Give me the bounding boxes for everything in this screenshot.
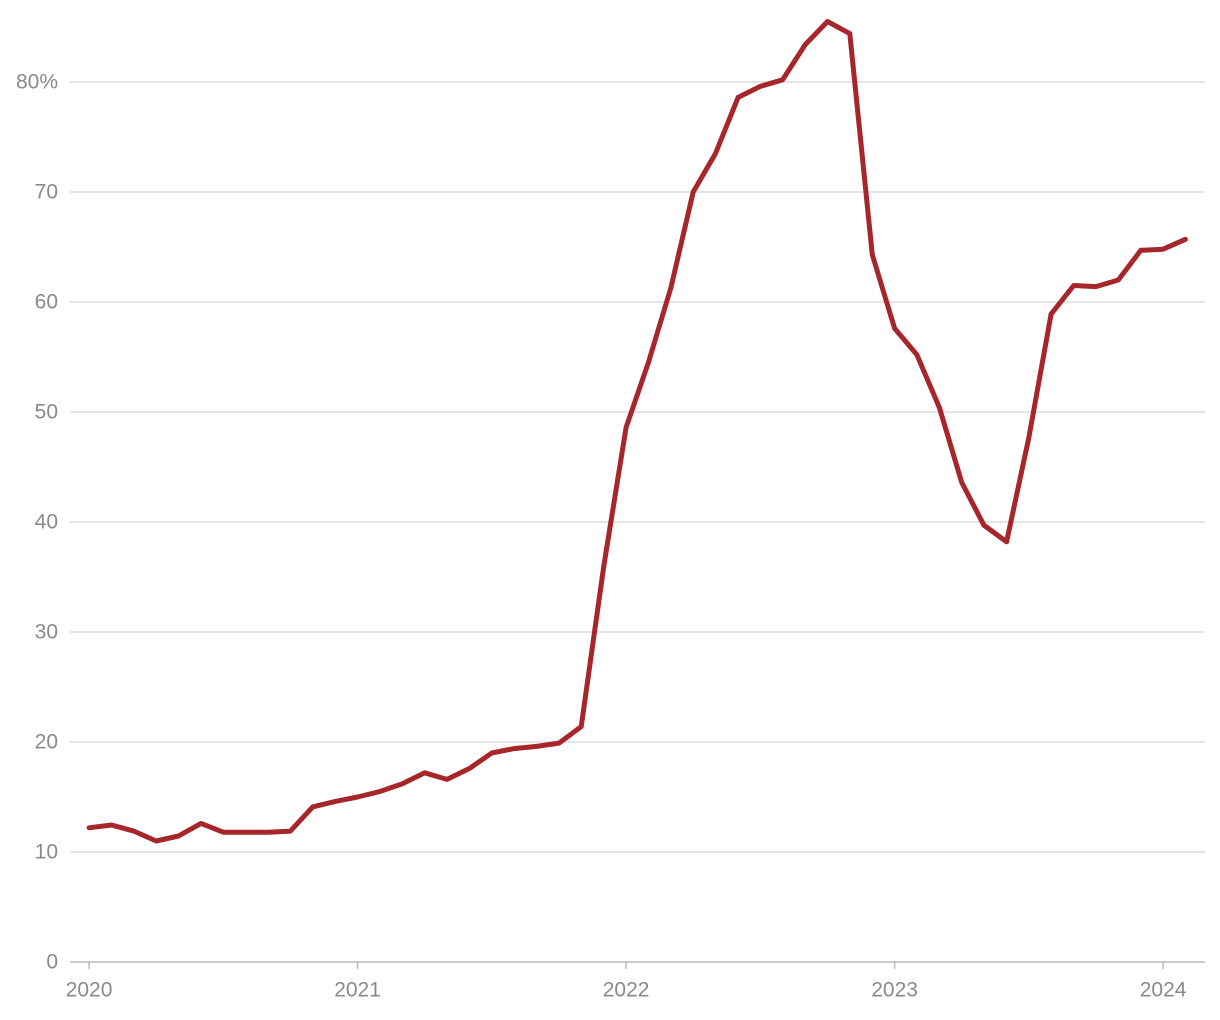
x-tick-label: 2021 <box>334 979 381 1002</box>
x-tick-label: 2024 <box>1140 979 1187 1002</box>
y-tick-label: 60 <box>35 291 58 314</box>
y-tick-label: 10 <box>35 841 58 864</box>
y-tick-label: 40 <box>35 511 58 534</box>
x-tick-label: 2023 <box>871 979 918 1002</box>
y-tick-label: 70 <box>35 181 58 204</box>
y-tick-label: 20 <box>35 731 58 754</box>
y-tick-label: 30 <box>35 621 58 644</box>
x-tick-label: 2020 <box>66 979 113 1002</box>
x-tick-label: 2022 <box>603 979 650 1002</box>
y-tick-label: 80% <box>16 71 58 94</box>
data-line <box>86 19 1188 844</box>
y-tick-label: 0 <box>46 951 58 974</box>
y-tick-label: 50 <box>35 401 58 424</box>
